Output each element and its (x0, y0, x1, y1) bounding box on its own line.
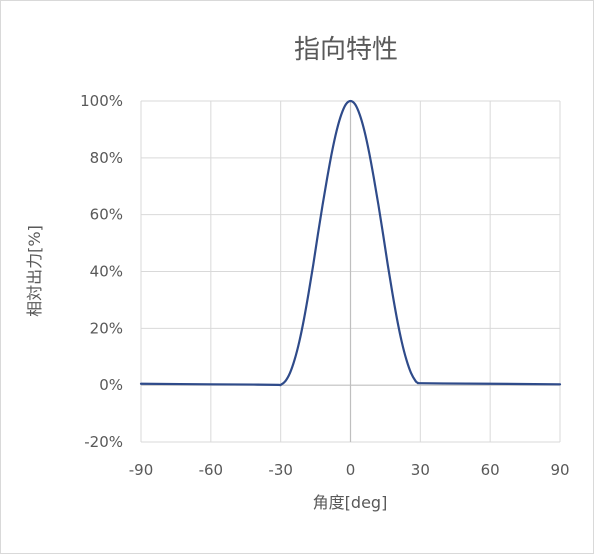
y-tick-label: 20% (90, 319, 123, 337)
x-tick-label: 30 (411, 461, 430, 479)
y-tick-label: 60% (90, 206, 123, 224)
x-axis-label: 角度[deg] (313, 493, 388, 512)
chart-title: 指向特性 (294, 35, 398, 65)
x-tick-label: -30 (268, 461, 293, 479)
x-tick-label: -60 (199, 461, 224, 479)
series-layer (139, 99, 562, 387)
x-tick-label: 0 (346, 461, 356, 479)
y-tick-label: 80% (90, 149, 123, 167)
x-tick-label: 60 (481, 461, 500, 479)
y-tick-label: 40% (90, 263, 123, 281)
y-tick-label: 100% (80, 92, 123, 110)
x-tick-label: 90 (550, 461, 569, 479)
series-line (139, 99, 562, 387)
x-tick-label: -90 (129, 461, 154, 479)
y-axis-label: 相対出力[%] (25, 225, 44, 317)
y-tick-label: -20% (84, 433, 123, 451)
y-tick-label: 0% (99, 376, 123, 394)
tick-labels: -20% 0% 20% 40% 60% 80% 100% -90 -60 -30 0 30 60 90 (80, 92, 569, 479)
